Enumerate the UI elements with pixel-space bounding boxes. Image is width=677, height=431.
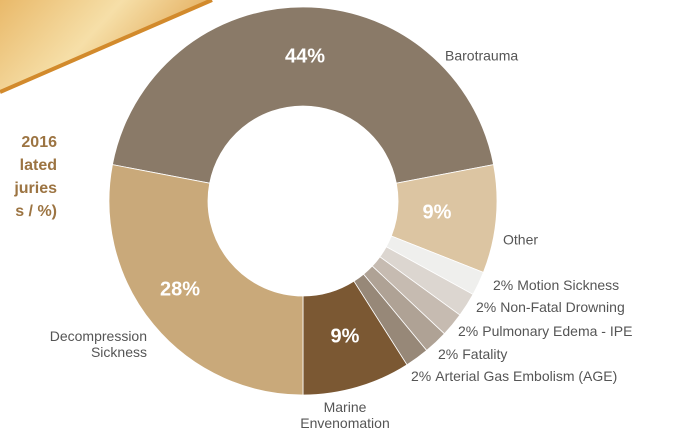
data-label: 2%: [438, 346, 458, 362]
category-label: Barotrauma: [445, 48, 518, 64]
category-label: 2%Non-Fatal Drowning: [476, 299, 625, 315]
chart: 2016 lated juries s / %) 44% Barotrauma 9% Oth…: [0, 0, 677, 431]
data-label: 2%: [476, 299, 496, 315]
chart-title-line: 2016: [21, 134, 57, 151]
category-name: Fatality: [462, 346, 507, 362]
chart-title-line: s / %): [15, 203, 57, 220]
chart-title-line: juries: [13, 180, 57, 197]
category-label: 2%Motion Sickness: [493, 277, 619, 293]
category-name: Motion Sickness: [517, 277, 619, 293]
category-name: Arterial Gas Embolism (AGE): [435, 368, 617, 384]
donut-slice: [112, 7, 493, 183]
category-label: Other: [503, 232, 538, 248]
donut-slice: [109, 165, 303, 395]
data-label: 2%: [458, 323, 478, 339]
data-label: 44%: [285, 45, 325, 67]
chart-title-line: lated: [20, 157, 57, 174]
data-label: 9%: [423, 201, 452, 223]
category-name: Non-Fatal Drowning: [500, 299, 625, 315]
data-label: 2%: [493, 277, 513, 293]
category-label: 2%Arterial Gas Embolism (AGE): [411, 368, 617, 384]
data-label: 2%: [411, 368, 431, 384]
category-label: 2%Fatality: [438, 346, 507, 362]
data-label: 9%: [331, 325, 360, 347]
category-name: Pulmonary Edema - IPE: [482, 323, 632, 339]
data-label: 28%: [160, 278, 200, 300]
category-label: 2%Pulmonary Edema - IPE: [458, 323, 632, 339]
page: 2016 lated juries s / %) 44% Barotrauma 9% Oth…: [0, 0, 677, 431]
